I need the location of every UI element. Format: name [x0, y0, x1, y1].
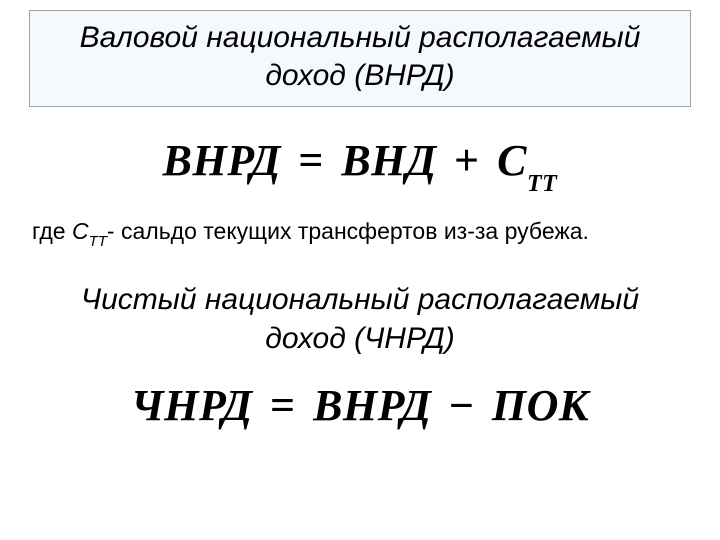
formula2-eq: = — [264, 381, 302, 430]
formula1-rhs2-sub: ТТ — [527, 171, 557, 197]
formula-chnrd: ЧНРД = ВНРД − ПОК — [22, 380, 698, 431]
subtitle: Чистый национальный располагаемый доход … — [62, 280, 658, 358]
formula1-rhs1: ВНД — [341, 136, 436, 185]
formula-vnrd: ВНРД = ВНД + СТТ — [22, 135, 698, 192]
formula2-minus: − — [443, 381, 481, 430]
subtitle-text: Чистый национальный располагаемый доход … — [81, 283, 639, 355]
slide: Валовой национальный располагаемый доход… — [0, 0, 720, 540]
where-sym-sub: ТТ — [89, 233, 107, 250]
formula2-lhs: ЧНРД — [131, 381, 253, 430]
formula1-rhs2-base: С — [497, 136, 527, 185]
formula1-plus: + — [448, 136, 486, 185]
where-text: сальдо текущих трансфертов из-за рубежа. — [121, 218, 589, 244]
formula1-eq: = — [292, 136, 330, 185]
where-line: где СТТ- сальдо текущих трансфертов из-з… — [32, 218, 698, 249]
where-dash: - — [107, 218, 121, 244]
formula1-lhs: ВНРД — [163, 136, 281, 185]
title-text: Валовой национальный располагаемый доход… — [80, 21, 641, 92]
title-box: Валовой национальный располагаемый доход… — [29, 10, 691, 107]
where-sym-base: С — [72, 218, 89, 244]
formula2-rhs2: ПОК — [492, 381, 589, 430]
formula2-rhs1: ВНРД — [313, 381, 431, 430]
where-prefix: где — [32, 218, 72, 244]
